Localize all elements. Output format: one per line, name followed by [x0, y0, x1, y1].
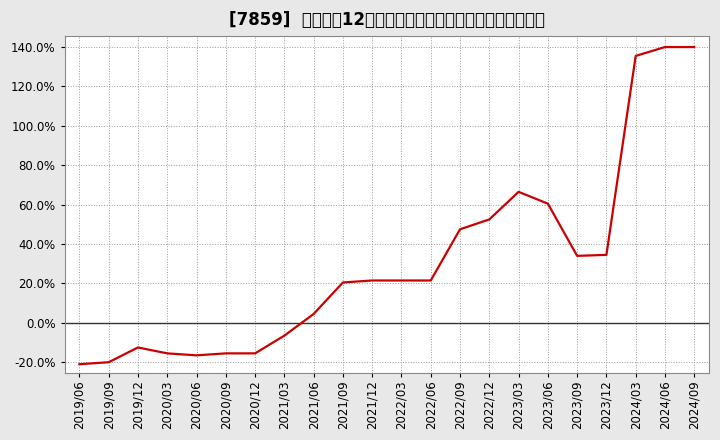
Title: [7859]  売上高の12か月移動合計の対前年同期増減率の推移: [7859] 売上高の12か月移動合計の対前年同期増減率の推移 [229, 11, 545, 29]
